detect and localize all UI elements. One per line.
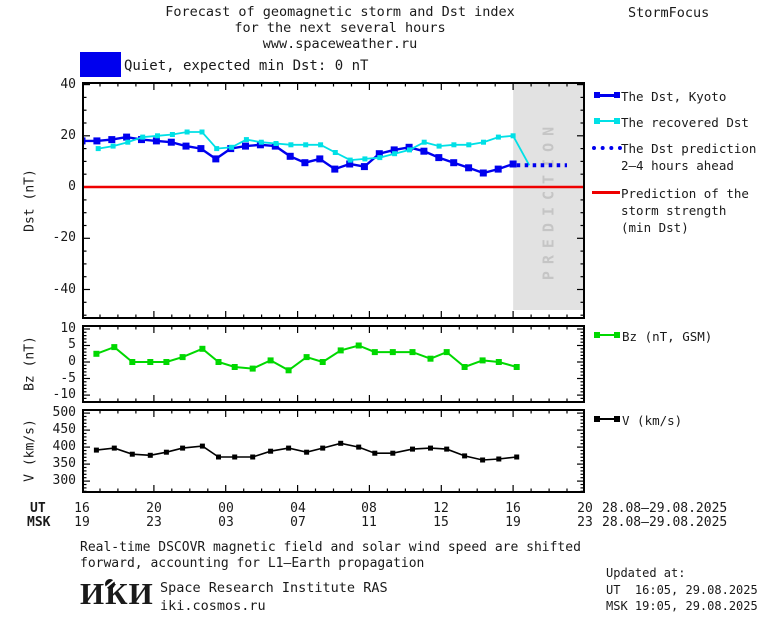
legend-line [594,418,620,420]
prediction-zone [513,83,584,310]
legend-label-storm-strength: Prediction of the [621,186,749,201]
x-tick-label: 19 [505,515,521,530]
legend-marker [614,332,620,338]
ut-date-range: 28.08–29.08.2025 [602,501,728,516]
legend-swatch-v [594,415,620,423]
y-tick-label: 0 [68,354,76,369]
x-tick-label: 03 [218,515,234,530]
v-chart [82,409,585,493]
legend-line [594,120,620,122]
x-tick-label: 12 [433,501,449,516]
legend-swatch-bz [594,331,620,339]
x-tick-label: 20 [577,501,593,516]
iki-logo-satellite-icon [105,579,115,589]
legend-label-storm-strength-2: storm strength [621,203,727,218]
x-tick-label: 07 [290,515,306,530]
legend-label-storm-strength-3: (min Dst) [621,220,689,235]
footer-note-line2: forward, accounting for L1–Earth propaga… [80,556,425,571]
legend-line [594,334,620,336]
dst-chart: PREDICTION [82,82,585,319]
legend-label-v: V (km/s) [622,413,683,428]
legend-label-dst-kyoto: The Dst, Kyoto [621,89,727,104]
bz-chart [82,325,585,403]
y-tick-label: -5 [60,371,76,386]
ut-axis-prefix: UT [30,501,46,516]
msk-date-range: 28.08–29.08.2025 [602,515,728,530]
prediction-zone-label: PREDICTION [540,120,558,280]
x-tick-label: 08 [361,501,377,516]
footer-note-line1: Real-time DSCOVR magnetic field and sola… [80,540,581,555]
y-tick-label: 40 [60,77,76,92]
y-tick-label: -10 [52,387,76,402]
legend-label-dst-prediction-2: 2–4 hours ahead [621,158,734,173]
y-tick-label: 20 [60,128,76,143]
updated-at-ut: UT 16:05, 29.08.2025 [606,583,758,597]
legend-marker [614,118,620,124]
x-tick-label: 11 [361,515,377,530]
legend-swatch-dst-prediction [592,146,622,150]
y-tick-label: 300 [52,473,76,488]
y-tick-label: 10 [60,321,76,336]
y-tick-label: 500 [52,405,76,420]
x-tick-label: 04 [290,501,306,516]
x-tick-label: 20 [146,501,162,516]
legend-label-dst-prediction: The Dst prediction [621,141,757,156]
institute-site: iki.cosmos.ru [160,598,266,614]
updated-at-msk: MSK 19:05, 29.08.2025 [606,599,758,613]
y-tick-label: 0 [68,179,76,194]
legend-label-recovered-dst: The recovered Dst [621,115,749,130]
legend-swatch-dst-kyoto [594,91,620,99]
updated-at-label: Updated at: [606,566,686,580]
y-tick-label: -40 [52,282,76,297]
y-tick-label: 5 [68,337,76,352]
y-tick-label: 450 [52,422,76,437]
x-tick-label: 15 [433,515,449,530]
series-the-dst-kyoto [82,135,514,175]
x-tick-label: 23 [577,515,593,530]
legend-line [594,94,620,97]
storm-level-label: Quiet, expected min Dst: 0 nT [124,58,369,74]
brand-label: StormFocus [628,5,710,21]
legend-marker [614,416,620,422]
series-the-recovered-dst-prediction-segment- [512,135,531,166]
legend-marker [614,92,620,98]
x-tick-label: 23 [146,515,162,530]
institute-name: Space Research Institute RAS [160,580,388,596]
legend-marker [594,92,600,98]
y-tick-label: 350 [52,456,76,471]
x-tick-label: 19 [74,515,90,530]
x-tick-label: 16 [505,501,521,516]
site-url: www.spaceweather.ru [262,36,418,52]
page-title-block: Forecast of geomagnetic storm and Dst in… [80,4,600,52]
page-title-line1: Forecast of geomagnetic storm and Dst in… [165,4,515,20]
msk-axis-prefix: MSK [27,515,51,530]
page-title-line2: for the next several hours [234,20,446,36]
legend-label-bz: Bz (nT, GSM) [622,329,713,344]
x-tick-label: 00 [218,501,234,516]
iki-logo-text: ИКИ [80,576,154,611]
legend-marker [594,118,600,124]
storm-level-swatch [80,52,121,77]
legend-marker [594,332,600,338]
legend-swatch-recovered-dst [594,117,620,125]
y-tick-label: 400 [52,439,76,454]
legend-swatch-storm-strength [592,191,620,194]
y-tick-label: -20 [52,230,76,245]
legend-marker [594,416,600,422]
iki-logo: ИКИ [80,578,154,609]
x-tick-label: 16 [74,501,90,516]
